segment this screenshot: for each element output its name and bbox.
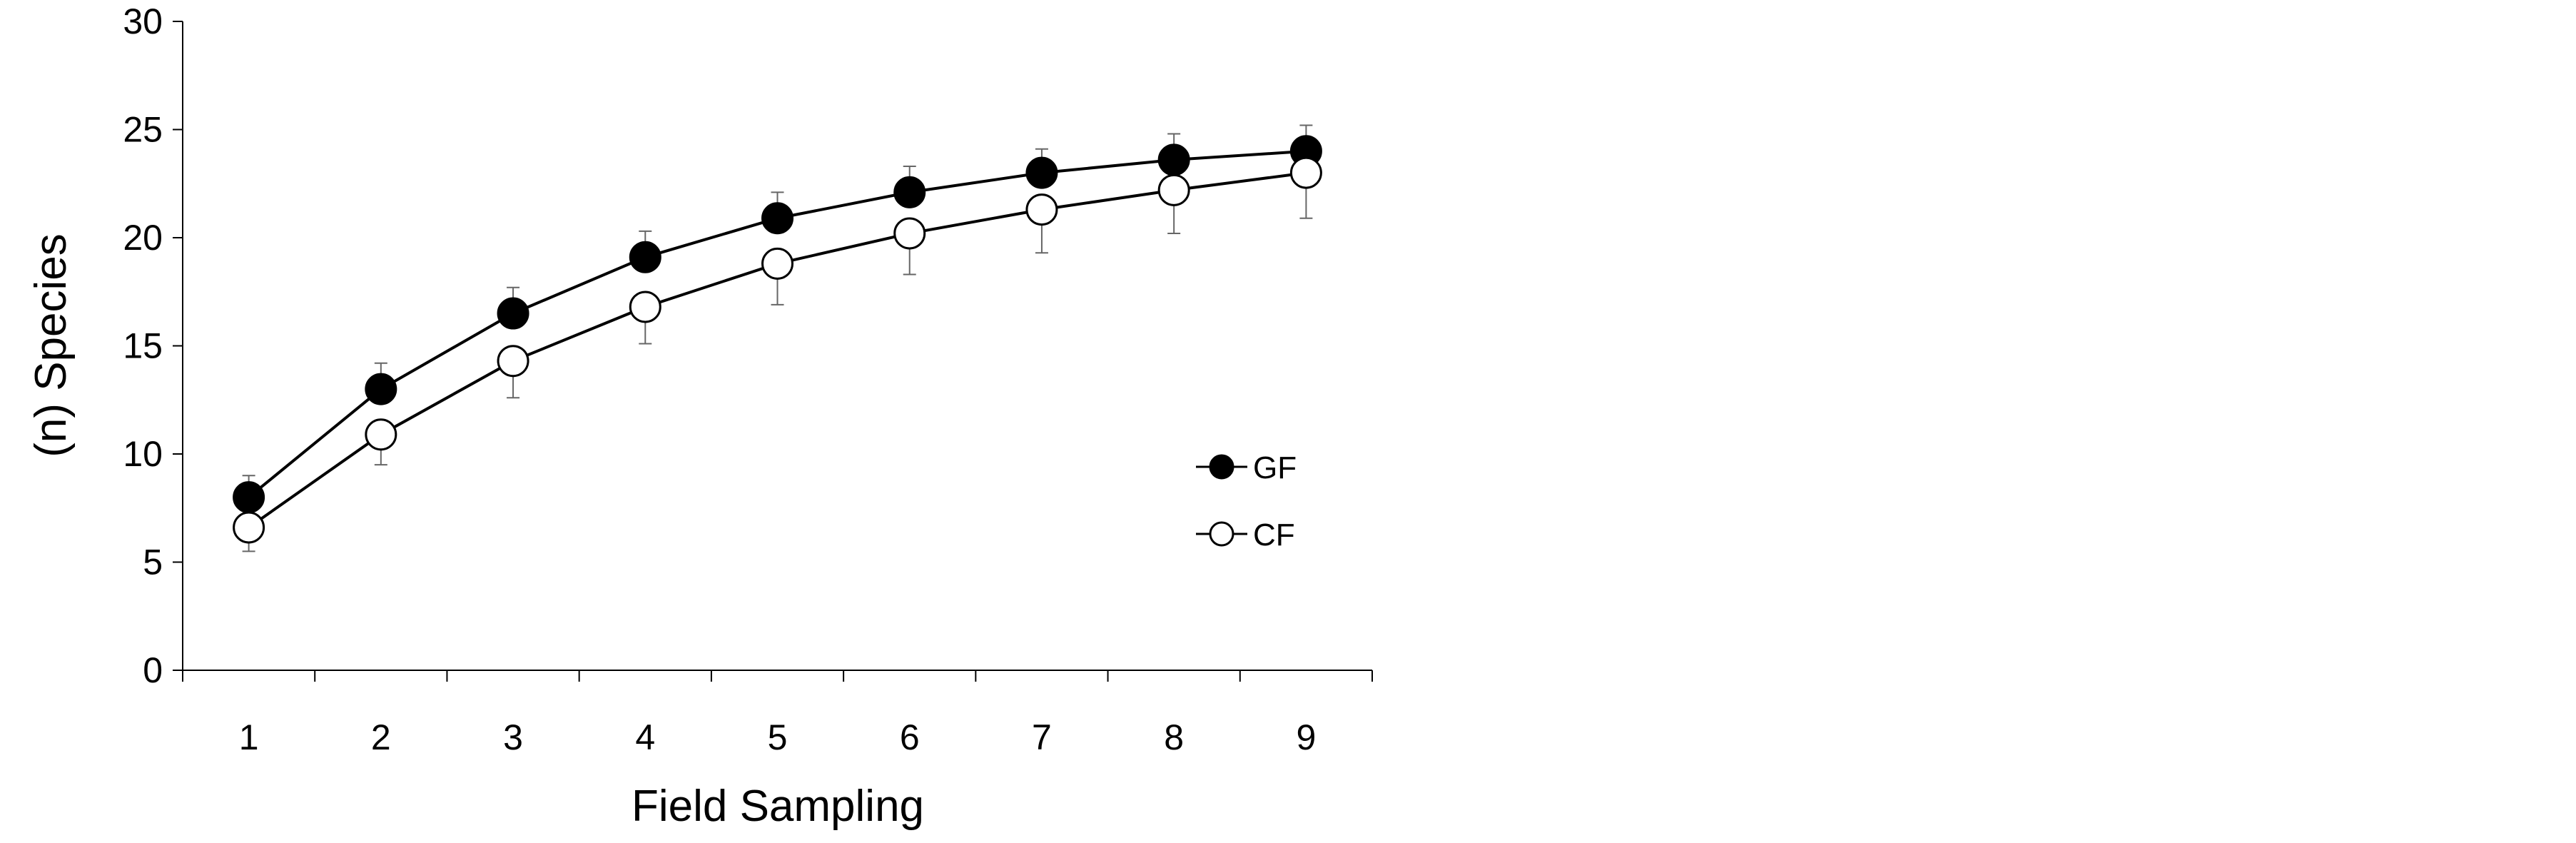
legend-label-gf: GF [1253,450,1297,485]
data-point-cf [629,291,661,323]
data-point-cf [893,217,926,250]
legend: GF CF [1196,450,1297,552]
x-axis-title: Field Sampling [632,782,924,831]
data-point-cf [365,418,397,451]
x-tick-label: 4 [635,717,655,757]
x-ticks: 1 2 3 4 5 6 7 8 9 [182,670,1373,757]
data-point-cf [1025,193,1058,226]
data-point-gf [629,241,661,273]
data-point-cf [497,345,529,378]
x-tick-label: 2 [371,717,391,757]
y-tick-label: 5 [143,542,163,582]
x-tick-label: 8 [1164,717,1184,757]
y-tick-label: 30 [123,1,163,41]
data-point-gf [761,202,793,235]
data-point-gf [1157,143,1190,176]
x-tick-label: 1 [239,717,259,757]
x-tick-label: 7 [1032,717,1052,757]
data-point-cf [1157,173,1190,206]
legend-marker-gf [1209,454,1234,480]
y-tick-label: 25 [123,110,163,150]
x-tick-label: 5 [768,717,788,757]
data-point-cf [233,511,265,544]
legend-label-cf: CF [1253,518,1295,552]
data-point-gf [893,176,926,208]
data-point-cf [761,247,793,280]
y-ticks: 0 5 10 15 20 25 30 [123,1,183,690]
x-tick-label: 6 [900,717,920,757]
y-axis-title: (n) Species [26,233,76,458]
x-tick-label: 9 [1296,717,1316,757]
data-point-cf [1289,156,1322,189]
y-tick-label: 10 [123,434,163,474]
data-point-gf [1025,156,1058,189]
data-point-gf [365,373,397,405]
data-point-gf [497,297,529,330]
series [233,124,1322,552]
y-tick-label: 15 [123,326,163,366]
legend-marker-cf [1209,521,1234,547]
y-tick-label: 20 [123,218,163,258]
data-point-gf [233,481,265,514]
y-tick-label: 0 [143,650,163,690]
axes [182,21,1372,671]
x-tick-label: 3 [503,717,523,757]
